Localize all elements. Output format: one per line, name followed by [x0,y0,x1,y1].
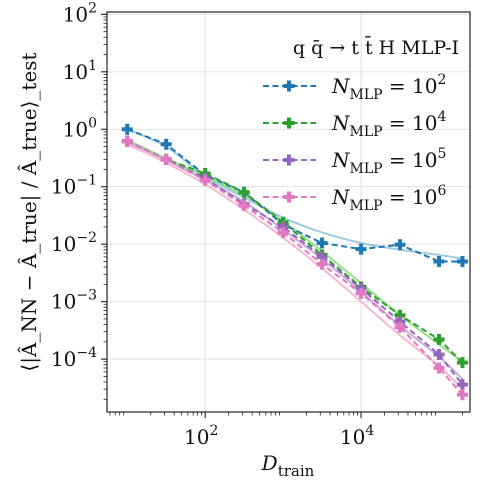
axis-ticks: 102 104 102 101 100 10−1 10−2 10−3 10−4 [51,0,463,449]
legend-swatch-marker [283,117,295,129]
data-point [316,258,328,270]
axis-labels: Dtrain ⟨|Â_NN − Â_true| / Â_true⟩_test [17,52,315,480]
x-tick-label: 102 [184,423,218,449]
data-point [394,321,406,333]
legend-entry-3: NMLP = 106 [331,183,446,214]
y-tick-label: 10−3 [51,288,97,314]
data-point [433,362,445,374]
series-3 [121,135,468,401]
data-point [433,349,445,361]
legend-swatch-marker [283,80,295,92]
plot-frame [106,11,471,413]
fit-line-2 [126,141,464,380]
y-axis-label: ⟨|Â_NN − Â_true| / Â_true⟩_test [17,52,42,371]
data-point [277,226,289,238]
series-line-3 [126,140,464,396]
legend-entry-0: NMLP = 102 [331,72,446,103]
legend-entry-1: NMLP = 104 [331,109,446,140]
data-point [160,138,172,150]
y-tick-label: 100 [63,115,97,141]
data-point [316,251,328,263]
y-tick-label: 101 [63,58,97,84]
series-line-0 [126,128,463,263]
data-point [121,123,133,135]
data-point [121,135,133,147]
legend-swatch-marker [283,191,295,203]
fit-line-3 [126,143,464,390]
y-tick-label: 10−2 [51,230,97,256]
data-point [238,200,250,212]
data-point [394,316,406,328]
data-point [238,186,250,198]
fit-line-1 [126,139,464,363]
legend-swatch-marker [283,154,295,166]
legend-entry-2: NMLP = 105 [331,146,446,177]
y-tick-label: 102 [63,0,97,26]
data-point [394,239,406,251]
data-point [277,221,289,233]
data-point [355,287,367,299]
y-tick-label: 10−1 [51,173,97,199]
grid-lines [107,12,470,412]
data-point [199,174,211,186]
legend-title: q q̄ → t t̄ H MLP-I [293,35,459,59]
series-2 [121,135,468,391]
x-tick-label: 104 [340,423,374,449]
data-point [394,309,406,321]
data-point [433,333,445,345]
y-tick-label: 10−4 [51,345,97,371]
x-axis-label: Dtrain [261,451,315,480]
data-point [433,255,445,267]
data-point [160,153,172,165]
series-line-1 [126,140,464,364]
data-point [456,379,468,391]
data-series [121,123,468,401]
data-point [456,389,468,401]
legend: q q̄ → t t̄ H MLP-I NMLP = 102 NMLP = 104 N… [263,35,459,214]
data-point [456,357,468,369]
data-point [355,243,367,255]
series-line-2 [126,140,464,386]
data-point [456,255,468,267]
data-point [316,237,328,249]
